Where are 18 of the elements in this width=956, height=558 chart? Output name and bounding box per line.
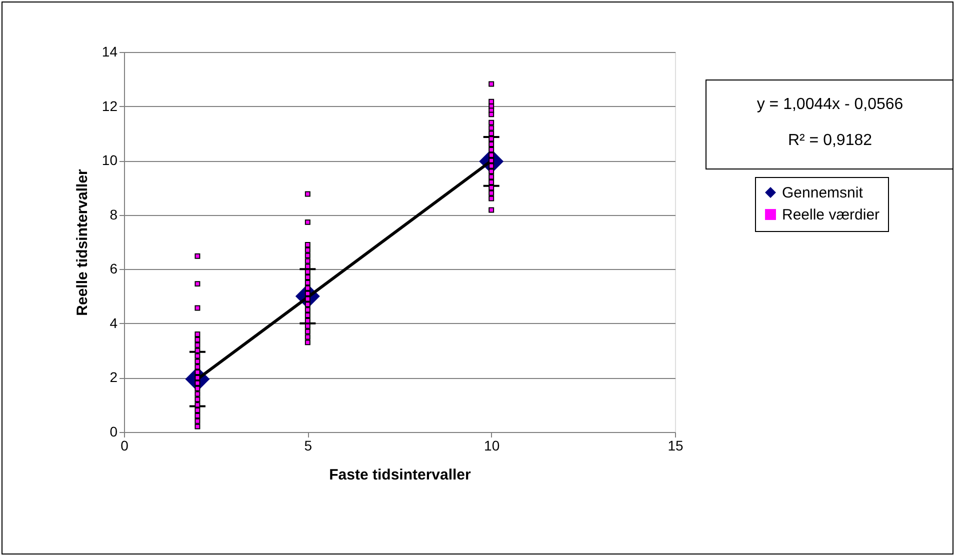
x-tick-label: 10 (484, 438, 500, 454)
x-tick-label: 0 (120, 438, 129, 454)
x-tick-label: 5 (304, 438, 312, 454)
y-tick-label: 12 (102, 98, 118, 114)
y-tick-label: 14 (102, 44, 118, 60)
text: R² = 0,9182 (788, 132, 872, 149)
x-axis-title: Faste tidsintervaller (329, 466, 472, 484)
legend-label: Reelle værdier (782, 206, 880, 224)
y-axis-title: Reelle tidsintervaller (74, 168, 91, 316)
y-tick-label: 8 (110, 206, 118, 222)
y-tick-label: 10 (102, 152, 118, 168)
x-tick-label: 15 (668, 438, 684, 454)
y-tick-label: 4 (110, 314, 118, 331)
y-tick-label: 2 (110, 369, 118, 386)
y-tick-label: 0 (110, 424, 118, 440)
legend-label: Gennemsnit (782, 184, 864, 202)
text: y = 1,0044x - 0,0566 (756, 96, 904, 113)
y-tick-label: 6 (110, 260, 118, 277)
